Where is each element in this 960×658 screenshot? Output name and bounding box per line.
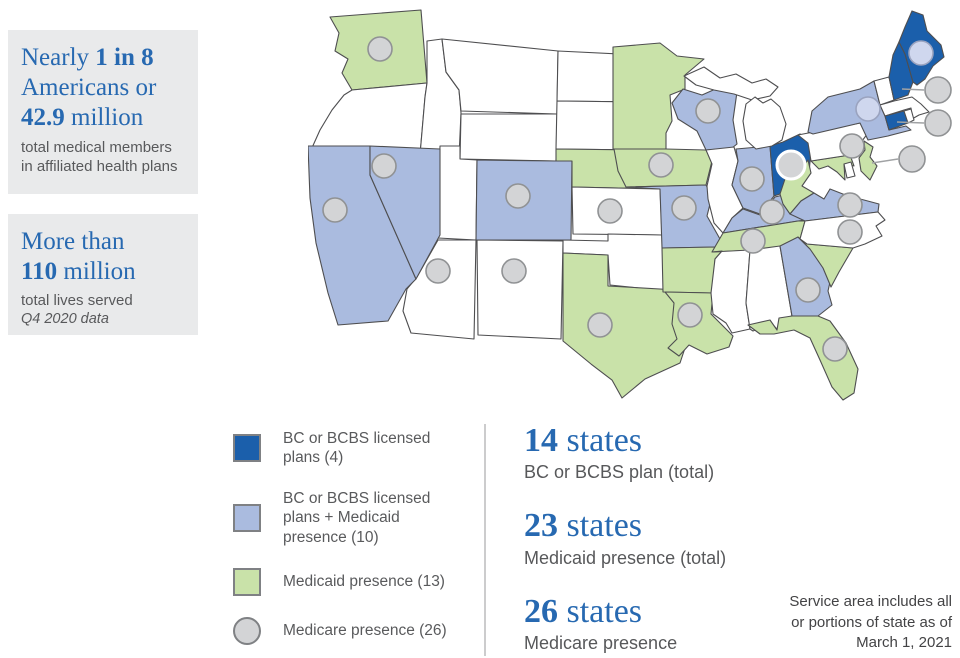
medicare-circle-CT <box>924 109 952 137</box>
medicare-circle-LA <box>677 302 703 328</box>
legend-item-bcbs-medicaid: BC or BCBS licensed plans + Medicaid pre… <box>233 489 447 547</box>
state-RI <box>903 108 915 124</box>
medicare-circle-IN <box>739 166 765 192</box>
us-map <box>307 9 952 401</box>
stat-medicaid-total: 23 states Medicaid presence (total) <box>524 507 726 568</box>
lives-headline-bold: 110 <box>21 258 58 285</box>
state-DE <box>843 161 856 179</box>
members-callout-box: Nearly 1 in 8 Americans or 42.9 million to… <box>8 30 198 194</box>
members-headline: Nearly 1 in 8 Americans or 42.9 million <box>21 43 186 133</box>
bcbs-medicaid-swatch-icon <box>233 503 261 532</box>
footnote-line: March 1, 2021 <box>856 634 952 652</box>
stat-description: BC or BCBS plan (total) <box>524 462 715 483</box>
stat-bcbs-total: 14 states BC or BCBS plan (total) <box>524 422 726 483</box>
legend-item-bcbs-only: BC or BCBS licensed plans (4) <box>233 429 447 468</box>
members-headline-bold-1: 1 in 8 <box>95 44 154 71</box>
bcbs-only-swatch-icon <box>233 434 261 463</box>
medicaid-swatch-icon <box>233 567 261 596</box>
medicare-circle-NV <box>371 153 397 179</box>
data-period-note: Q4 2020 data <box>21 311 109 328</box>
medicare-circle-KY <box>759 199 785 225</box>
medicare-circle-FL <box>822 336 848 362</box>
leader-line-NH <box>901 88 925 91</box>
medicare-circle-NY <box>855 96 881 122</box>
medicare-circle-NC <box>837 219 863 245</box>
members-headline-normal-2: million <box>64 104 144 131</box>
state-MA <box>879 96 930 120</box>
state-WY <box>459 113 558 162</box>
medicare-circle-CA <box>322 197 348 223</box>
stat-value-line: 23 states <box>524 507 726 544</box>
stat-value-line: 26 states <box>524 593 726 630</box>
state-NV <box>369 145 441 280</box>
members-headline-normal-1: Nearly <box>21 44 96 71</box>
medicare-circle-TX <box>587 312 613 338</box>
medicare-circle-TN <box>740 228 766 254</box>
medicare-circle-WA <box>367 36 393 62</box>
stat-description: Medicare presence <box>524 633 678 654</box>
stat-description: Medicaid presence (total) <box>524 547 727 568</box>
vertical-divider <box>484 424 486 656</box>
medicare-circle-WI <box>695 98 721 124</box>
state-NJ <box>858 140 878 181</box>
stat-unit: states <box>558 422 643 459</box>
members-headline-bold-2: 42.9 <box>21 104 65 131</box>
stat-number: 26 <box>524 592 558 630</box>
legend-label: Medicare presence (26) <box>283 622 447 640</box>
leader-line-NJ <box>871 158 899 164</box>
lives-headline-normal: million <box>57 258 136 285</box>
leader-line-CT <box>896 121 925 124</box>
stat-medicare-total: 26 states Medicare presence <box>524 593 726 654</box>
stat-value-line: 14 states <box>524 422 726 459</box>
lives-callout-box: More than 110 million total lives served … <box>8 214 198 335</box>
legend-item-medicare: Medicare presence (26) <box>233 616 447 645</box>
medicare-circle-KS <box>597 198 623 224</box>
medicare-circle-ME <box>908 40 934 66</box>
lives-headline-line-1: More than <box>21 228 125 255</box>
stat-unit: states <box>558 507 643 545</box>
medicare-circle-NJ <box>898 145 926 173</box>
service-area-footnote: Service area includes all or portions of … <box>737 592 952 654</box>
medicare-circle-AZ <box>425 258 451 284</box>
members-headline-line-2: Americans or <box>21 74 157 101</box>
state-FL <box>747 315 859 401</box>
legend-label: BC or BCBS licensed plans (4) <box>283 430 431 467</box>
state-OR <box>310 82 428 156</box>
medicare-circle-OH <box>775 149 807 181</box>
state-UT <box>437 145 478 241</box>
stat-number: 14 <box>524 422 558 459</box>
us-map-container <box>307 3 958 415</box>
state-TX <box>562 252 688 399</box>
legend-label: BC or BCBS licensed plans + Medicaid pre… <box>283 489 431 546</box>
medicare-circle-GA <box>795 277 821 303</box>
medicare-circle-PA <box>839 133 865 159</box>
state-MI_UP <box>683 66 779 101</box>
medicare-circle-NH <box>924 76 952 104</box>
state-MI <box>742 96 787 150</box>
medicare-circle-IA <box>648 152 674 178</box>
lives-subtext: total lives served <box>21 292 133 309</box>
legend: BC or BCBS licensed plans (4) BC or BCBS… <box>233 429 447 645</box>
footnote-line: Service area includes all <box>789 593 952 610</box>
members-subtext: total medical members in affiliated heal… <box>21 139 178 176</box>
medicare-circle-swatch-icon <box>233 616 261 645</box>
footnote-line: or portions of state as of <box>791 613 952 631</box>
lives-headline: More than 110 million <box>21 227 186 287</box>
legend-item-medicaid: Medicaid presence (13) <box>233 567 447 596</box>
medicare-circle-CO <box>505 183 531 209</box>
medicare-circle-NM <box>501 258 527 284</box>
medicare-circle-VA <box>837 192 863 218</box>
medicare-circle-MO <box>671 195 697 221</box>
legend-label: Medicaid presence (13) <box>283 573 445 591</box>
summary-stats: 14 states BC or BCBS plan (total) 23 sta… <box>524 422 726 654</box>
state-NM <box>476 239 564 340</box>
stat-number: 23 <box>524 507 558 545</box>
stat-unit: states <box>558 592 643 630</box>
